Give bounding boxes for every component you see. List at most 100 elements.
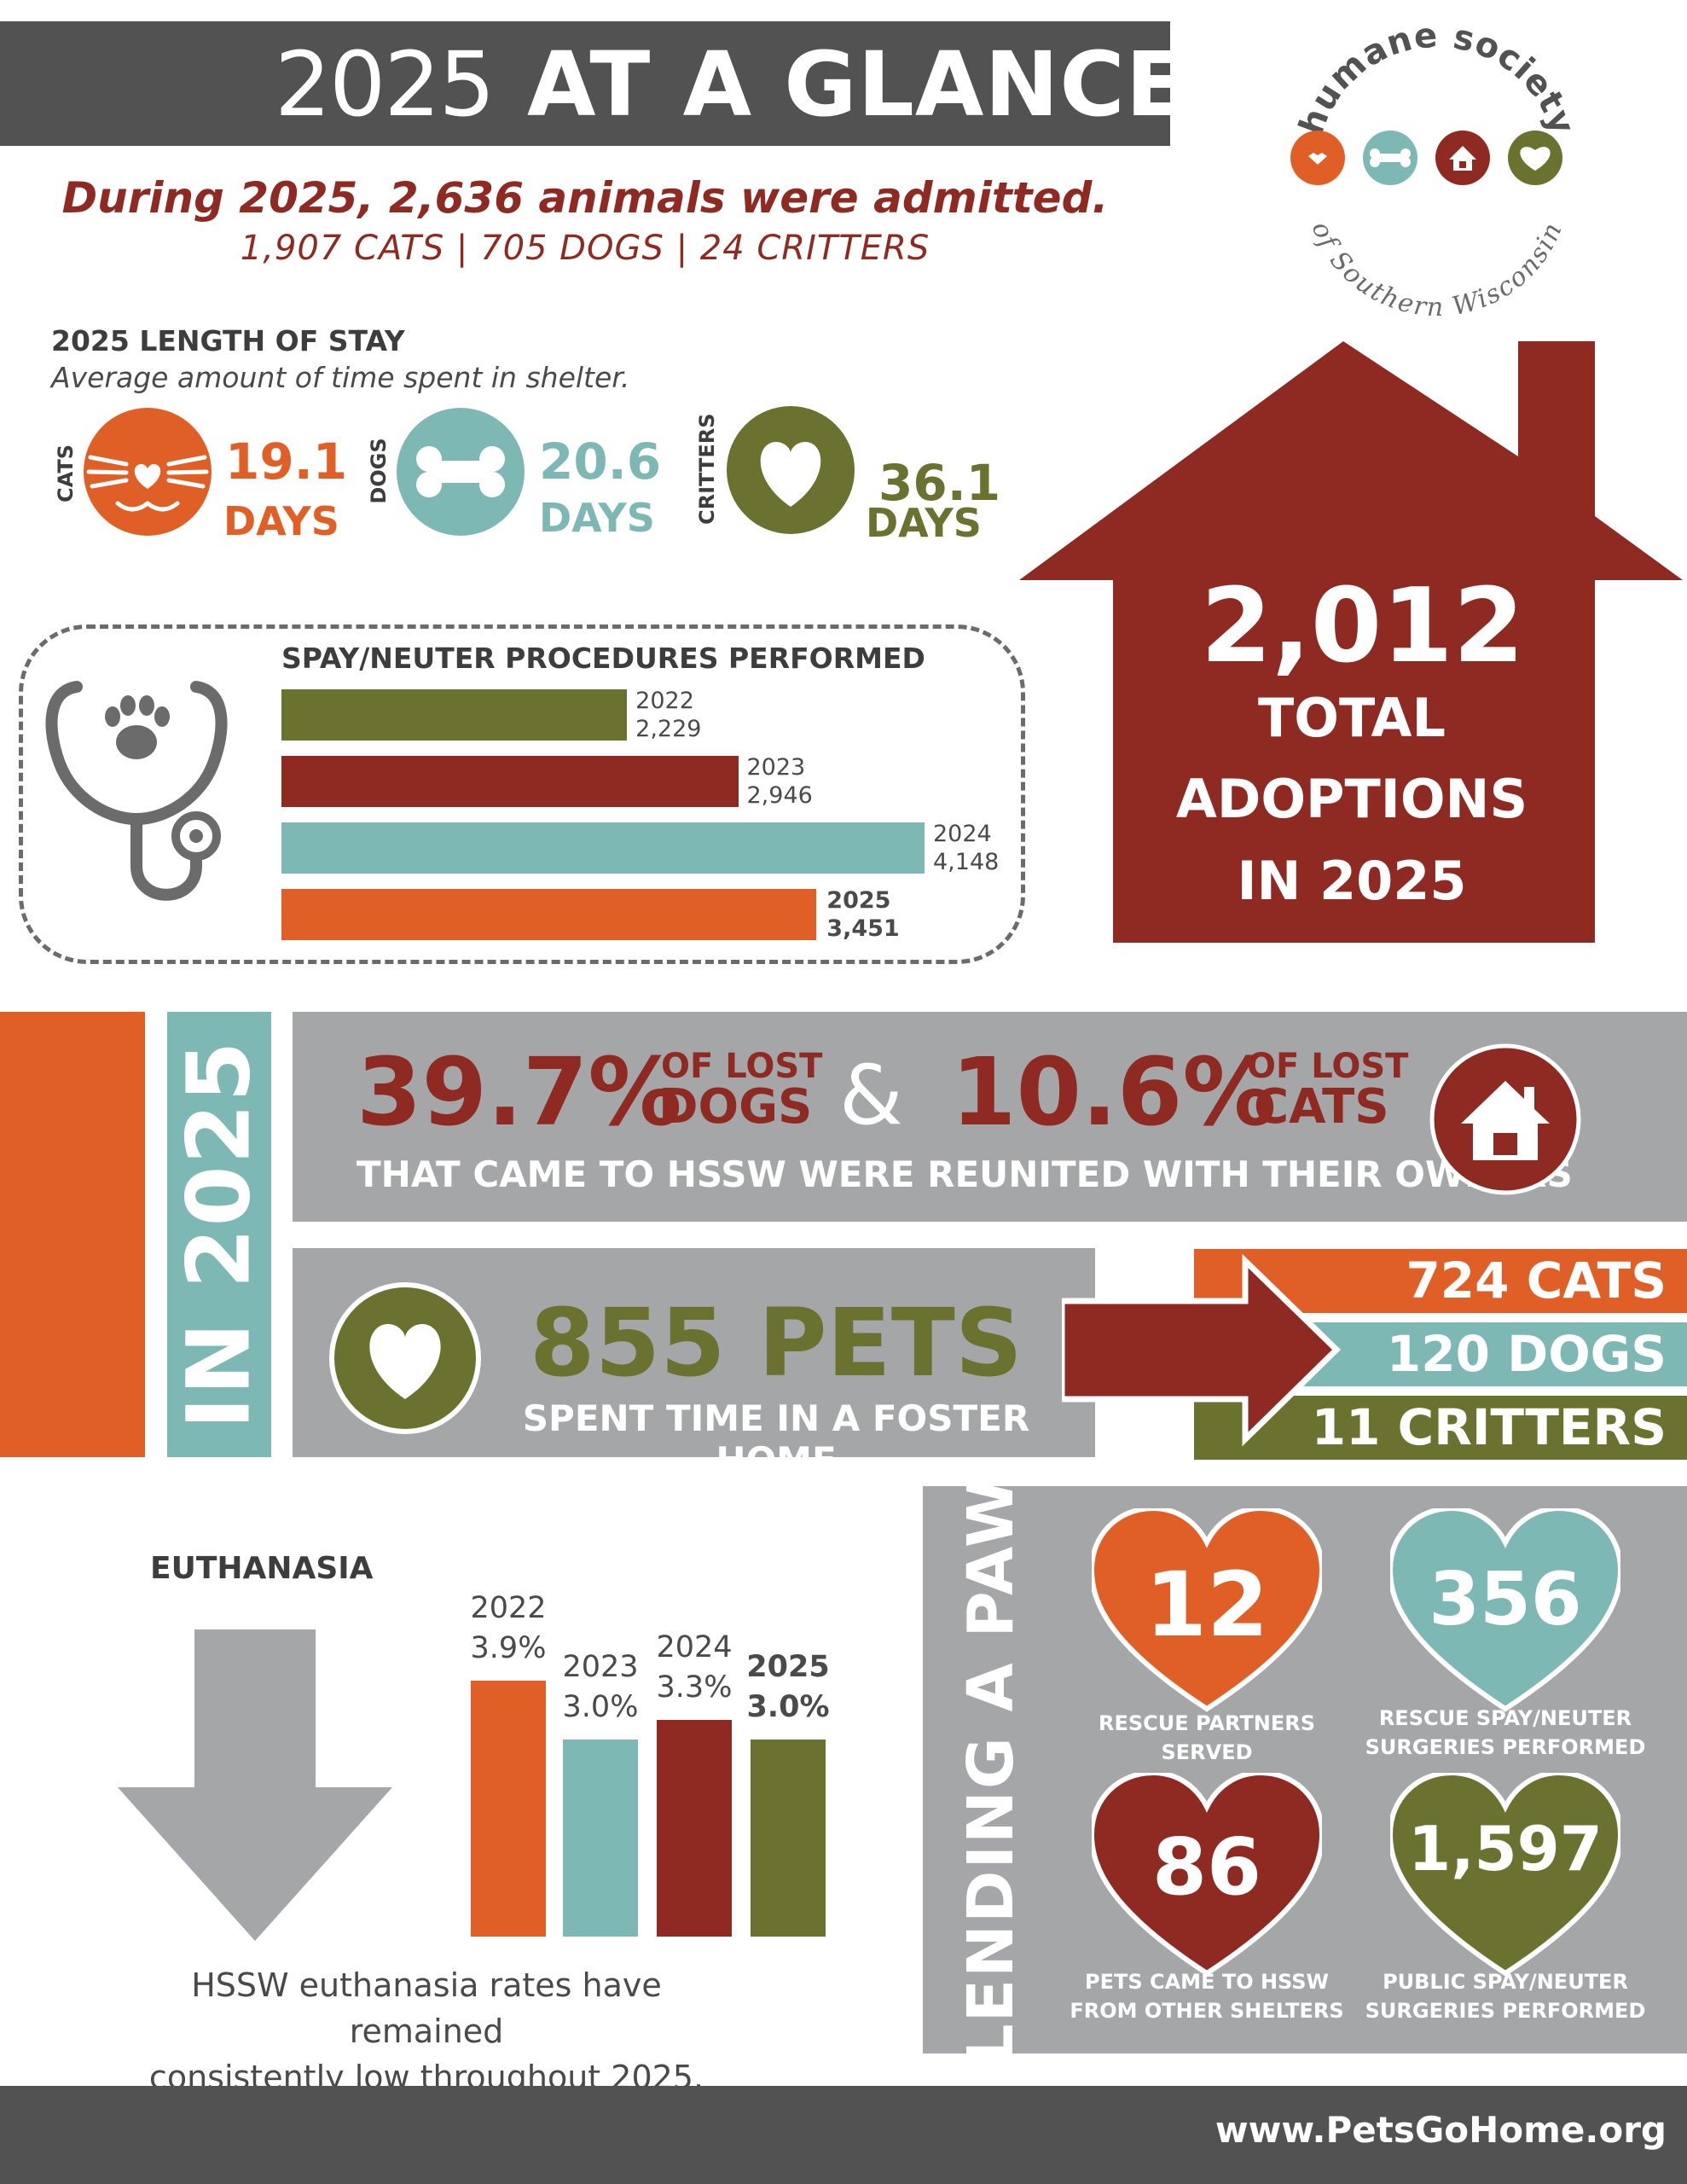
cat-icon bbox=[1290, 131, 1345, 185]
caption-line: PETS CAME TO HSSW bbox=[1085, 1970, 1329, 1994]
in-year-text: IN 2025 bbox=[168, 1039, 270, 1430]
caption-line: SERVED bbox=[1161, 1740, 1253, 1764]
total-adoptions-number: 2,012 bbox=[1200, 567, 1525, 686]
rescue-spay-caption: RESCUE SPAY/NEUTER SURGERIES PERFORMED bbox=[1352, 1704, 1659, 1762]
admissions-breakdown: 1,907 CATS | 705 DOGS | 24 CRITTERS bbox=[240, 229, 930, 268]
euthanasia-bar-value: 3.3% bbox=[656, 1670, 733, 1705]
caption-line: RESCUE PARTNERS bbox=[1099, 1711, 1315, 1735]
shelter-transfers-caption: PETS CAME TO HSSW FROM OTHER SHELTERS bbox=[1053, 1967, 1360, 2025]
euthanasia-bar-2024 bbox=[657, 1719, 732, 1937]
foster-pets-number: 855 PETS bbox=[530, 1288, 1023, 1397]
spay-bar-year: 2023 bbox=[746, 754, 806, 781]
adoptions-label-1: TOTAL bbox=[1258, 687, 1446, 749]
euthanasia-bar-label-2023: 2023 3.0% bbox=[545, 1647, 656, 1728]
dogs-stay-label: DOGS bbox=[367, 438, 391, 504]
in-year-label: IN 2025 bbox=[167, 1012, 271, 1457]
critters-stay-value: 36.1 bbox=[878, 454, 1001, 512]
ampersand: & bbox=[839, 1048, 903, 1143]
rescue-spay-number: 356 bbox=[1429, 1557, 1582, 1642]
caption-line: RESCUE SPAY/NEUTER bbox=[1378, 1706, 1632, 1730]
spay-bar-2023 bbox=[281, 756, 739, 807]
euthanasia-bar-2023 bbox=[563, 1740, 638, 1937]
dogs-stay-unit: DAYS bbox=[539, 495, 655, 541]
stethoscope-icon bbox=[45, 681, 228, 901]
adoptions-label-2: ADOPTIONS bbox=[1175, 768, 1528, 830]
dogs-stay-value: 20.6 bbox=[539, 433, 662, 491]
reunited-subtitle: THAT CAME TO HSSW WERE REUNITED WITH THE… bbox=[357, 1153, 1573, 1195]
euthanasia-bar-label-2024: 2024 3.3% bbox=[639, 1628, 750, 1708]
length-of-stay-title: 2025 LENGTH OF STAY bbox=[51, 324, 405, 357]
heart-icon bbox=[1390, 1773, 1620, 1977]
lending-a-paw-text: LENDING A PAW bbox=[954, 1475, 1028, 2065]
website-link[interactable]: www.PetsGoHome.org bbox=[1215, 2109, 1667, 2151]
page-title: AT A GLANCE bbox=[527, 32, 1187, 136]
heart-icon bbox=[727, 406, 855, 534]
spay-neuter-title: SPAY/NEUTER PROCEDURES PERFORMED bbox=[281, 642, 925, 675]
cats-stay-value: 19.1 bbox=[225, 433, 348, 491]
euthanasia-note-line-1: HSSW euthanasia rates have remained bbox=[191, 1966, 662, 2050]
adoptions-label-3: IN 2025 bbox=[1237, 850, 1467, 912]
critters-stay-label: CRITTERS bbox=[695, 413, 719, 525]
cats-stay-label: CATS bbox=[54, 444, 78, 502]
cats-reunited-label-1: OF LOST bbox=[1247, 1047, 1409, 1086]
spay-bar-label-2023: 2023 2,946 bbox=[747, 753, 813, 810]
spay-bar-value: 2,946 bbox=[746, 782, 813, 809]
spay-bar-year: 2022 bbox=[635, 688, 694, 714]
euthanasia-bar-2025 bbox=[751, 1740, 826, 1937]
house-shape bbox=[1019, 341, 1683, 943]
euthanasia-bar-value: 3.0% bbox=[746, 1690, 830, 1724]
spay-bar-value: 4,148 bbox=[933, 849, 1000, 875]
svg-text:humane society: humane society bbox=[1292, 15, 1582, 139]
cats-reunited-pct: 10.6% bbox=[951, 1037, 1277, 1147]
public-spay-caption: PUBLIC SPAY/NEUTER SURGERIES PERFORMED bbox=[1352, 1967, 1659, 2025]
caption-line: SURGERIES PERFORMED bbox=[1365, 1735, 1646, 1759]
bone-icon bbox=[397, 408, 525, 536]
heart-icon bbox=[1390, 1508, 1620, 1712]
caption-line: PUBLIC SPAY/NEUTER bbox=[1383, 1970, 1628, 1994]
orange-accent-column bbox=[0, 1012, 145, 1457]
critters-stay-unit: DAYS bbox=[866, 500, 982, 546]
spay-bar-label-2025: 2025 3,451 bbox=[826, 886, 899, 943]
euthanasia-bar-year: 2025 bbox=[746, 1650, 830, 1684]
dogs-reunited-label-2: DOGS bbox=[658, 1079, 813, 1135]
euthanasia-bar-label-2025: 2025 3.0% bbox=[733, 1647, 844, 1728]
heart-icon bbox=[329, 1282, 481, 1434]
heart-icon bbox=[1092, 1773, 1322, 1977]
public-spay-number: 1,597 bbox=[1408, 1813, 1603, 1885]
rescue-partners-number: 12 bbox=[1145, 1553, 1269, 1657]
arrow-right-icon bbox=[1062, 1254, 1342, 1446]
euthanasia-bar-year: 2022 bbox=[470, 1590, 547, 1625]
caption-line: SURGERIES PERFORMED bbox=[1365, 1999, 1646, 2023]
spay-bar-value: 3,451 bbox=[826, 915, 900, 942]
foster-cats-label: 724 CATS bbox=[1406, 1252, 1667, 1310]
title-year: 2025 bbox=[275, 32, 496, 136]
spay-neuter-panel bbox=[19, 624, 1025, 964]
euthanasia-note: HSSW euthanasia rates have remained cons… bbox=[128, 1962, 725, 2100]
spay-bar-year: 2025 bbox=[826, 887, 891, 914]
dogs-reunited-label-1: OF LOST bbox=[661, 1047, 823, 1086]
humane-society-logo: humane society of Southern Wisconsin bbox=[1290, 15, 1582, 322]
house-icon bbox=[1429, 1043, 1581, 1195]
length-of-stay-subtitle: Average amount of time spent in shelter. bbox=[51, 361, 630, 394]
spay-bar-2022 bbox=[281, 689, 628, 741]
euthanasia-bar-year: 2024 bbox=[656, 1629, 733, 1664]
foster-dogs-label: 120 DOGS bbox=[1386, 1325, 1667, 1383]
rescue-partners-caption: RESCUE PARTNERS SERVED bbox=[1053, 1709, 1360, 1767]
foster-subtitle: SPENT TIME IN A FOSTER HOME bbox=[522, 1397, 1030, 1481]
logo-top-text: humane society bbox=[1292, 15, 1581, 139]
spay-bar-label-2024: 2024 4,148 bbox=[933, 820, 999, 876]
arrow-down-icon bbox=[118, 1629, 392, 1941]
dogs-reunited-pct: 39.7% bbox=[357, 1037, 682, 1147]
footer-bar bbox=[0, 2086, 1687, 2184]
euthanasia-bar-year: 2023 bbox=[562, 1650, 639, 1684]
title-bar bbox=[0, 21, 1170, 146]
lending-a-paw-title: LENDING A PAW bbox=[923, 1476, 1059, 2064]
teal-accent-column bbox=[167, 1012, 271, 1457]
heart-icon bbox=[1508, 131, 1562, 185]
house-icon bbox=[1435, 131, 1490, 185]
euthanasia-title: EUTHANASIA bbox=[150, 1551, 374, 1586]
euthanasia-bar-value: 3.0% bbox=[562, 1690, 639, 1724]
admissions-headline: During 2025, 2,636 animals were admitted… bbox=[61, 173, 1109, 223]
spay-bar-2025 bbox=[281, 889, 817, 940]
spay-bar-year: 2024 bbox=[933, 821, 992, 847]
